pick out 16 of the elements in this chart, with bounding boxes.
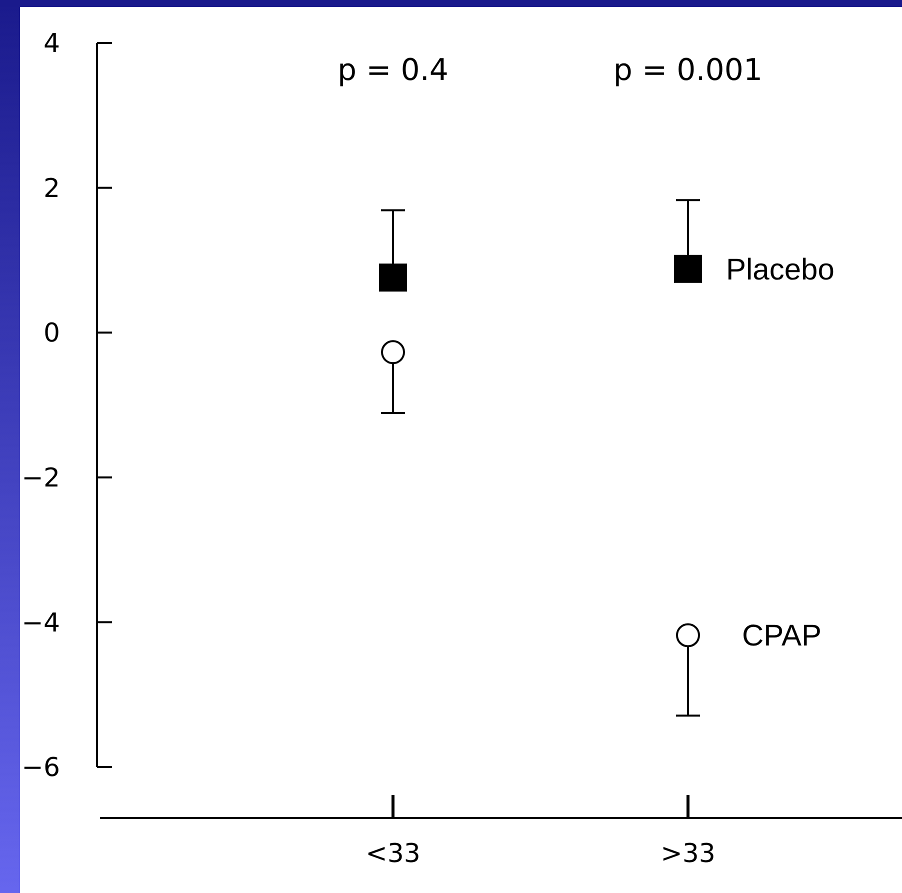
point	[379, 264, 407, 292]
point	[381, 340, 405, 364]
annotation: p = 0.001	[613, 53, 763, 88]
y-tick-label: −2	[22, 464, 60, 494]
y-tick-label: 4	[43, 29, 60, 60]
series-label: CPAP	[742, 620, 822, 653]
point	[676, 623, 700, 648]
series-label: Placebo	[726, 253, 834, 286]
x-tick-label: >33	[660, 839, 716, 869]
y-tick-label: 2	[43, 174, 60, 204]
y-tick-label: −6	[22, 753, 60, 784]
point	[674, 254, 702, 283]
x-tick-label: <33	[366, 839, 420, 869]
annotation: p = 0.4	[338, 53, 448, 88]
y-tick-label: −4	[22, 608, 60, 638]
y-tick-label: 0	[43, 318, 60, 349]
